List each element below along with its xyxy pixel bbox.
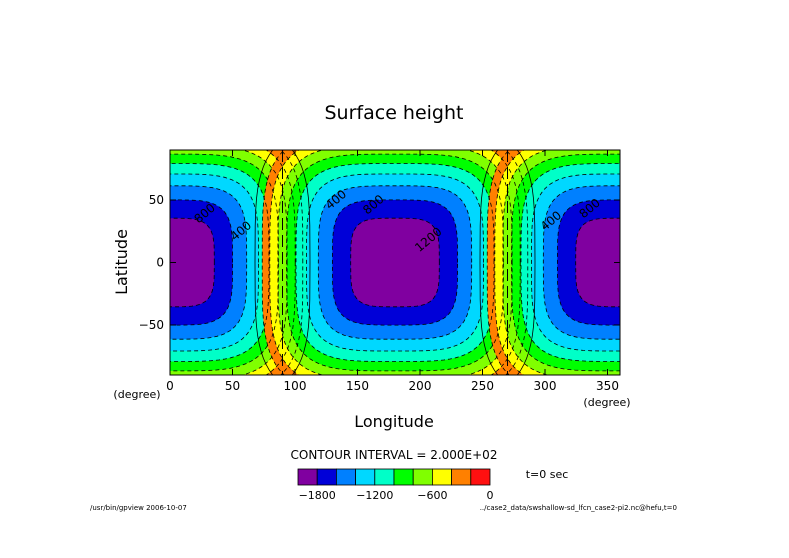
contour-line [277, 150, 513, 375]
contour-line [254, 150, 536, 375]
contour-line [261, 150, 529, 375]
x-tick-label: 350 [596, 379, 619, 393]
contour-line [575, 217, 620, 308]
y-tick-label: −50 [139, 318, 164, 332]
x-tick-label: 200 [409, 379, 432, 393]
colorbar-swatch [451, 468, 472, 486]
contour-lines [170, 150, 620, 375]
colorbar-tick-label: −600 [417, 489, 447, 502]
x-tick-label: 0 [166, 379, 174, 393]
colorbar-swatch [297, 468, 318, 486]
contour-fills [170, 150, 620, 375]
x-axis-unit: (degree) [583, 396, 630, 409]
plot-area [170, 150, 620, 375]
colorbar-swatch [355, 468, 376, 486]
x-tick-label: 300 [534, 379, 557, 393]
contour-band [575, 218, 620, 307]
colorbar-swatch [470, 468, 491, 486]
contour-line [331, 199, 459, 326]
colorbar-tick-label: −1800 [299, 489, 336, 502]
colorbar-swatch [412, 468, 433, 486]
contour-line [170, 153, 279, 372]
colorbar-swatch [316, 468, 337, 486]
contour-line [170, 199, 234, 326]
contour-line [306, 173, 484, 352]
contour-line [170, 217, 215, 308]
contour-line [350, 217, 440, 308]
x-axis-ticks: 0 50 100 150 200 250 300 350 [166, 150, 619, 393]
contour-line [170, 185, 248, 340]
contour-line [317, 185, 473, 340]
contour-interval-label: CONTOUR INTERVAL = 2.000E+02 [291, 448, 498, 462]
contour-line [486, 150, 510, 375]
contour-line [531, 173, 620, 352]
colorbar [297, 468, 491, 486]
chart-title: Surface height [325, 102, 464, 124]
contour-band [170, 218, 215, 307]
y-tick-label: 50 [149, 193, 164, 207]
colorbar-tick-labels: −1800 −1200 −600 0 [299, 489, 494, 502]
y-axis-label: Latitude [112, 229, 131, 295]
contour-line [556, 199, 620, 326]
contour-line [286, 153, 504, 372]
colorbar-swatch [335, 468, 356, 486]
contour-band [350, 218, 440, 307]
time-label: t=0 sec [526, 468, 569, 481]
contour-line [241, 150, 288, 375]
colorbar-tick-label: 0 [487, 489, 494, 502]
colorbar-swatch [393, 468, 414, 486]
footer-right: ../case2_data/swshallow-sd_lfcn_case2-pi… [480, 504, 677, 512]
x-tick-label: 100 [284, 379, 307, 393]
contour-line [542, 185, 620, 340]
contour-line [170, 173, 259, 352]
colorbar-tick-label: −1200 [356, 489, 393, 502]
contour-line [511, 153, 620, 372]
footer-left: /usr/bin/gpview 2006-10-07 [90, 504, 187, 512]
x-axis-label: Longitude [354, 412, 434, 431]
colorbar-swatch [431, 468, 452, 486]
colorbar-swatch [374, 468, 395, 486]
y-axis-ticks: −50 0 50 [139, 193, 620, 332]
dashed-meridians [282, 150, 508, 375]
contour-line [170, 163, 270, 362]
contour-line [479, 150, 499, 375]
x-tick-label: 250 [471, 379, 494, 393]
contour-line [295, 163, 495, 362]
y-axis-unit: (degree) [113, 388, 160, 401]
y-tick-label: 0 [156, 256, 164, 270]
x-tick-label: 50 [225, 379, 240, 393]
x-tick-label: 150 [346, 379, 369, 393]
